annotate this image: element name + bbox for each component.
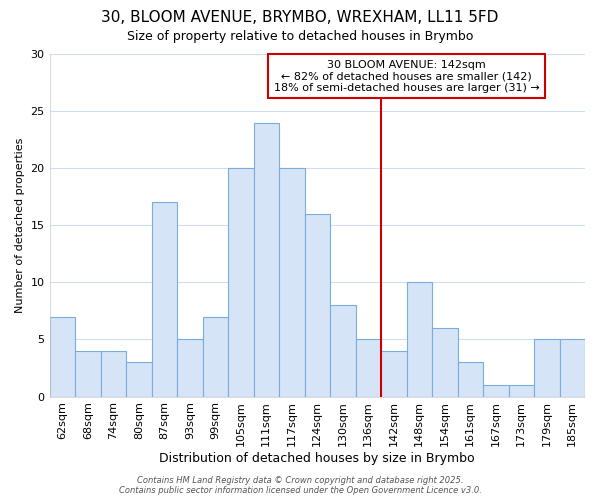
Bar — [279, 168, 305, 396]
Bar — [483, 385, 509, 396]
Bar — [203, 316, 228, 396]
Bar — [75, 351, 101, 397]
Bar — [509, 385, 534, 396]
Bar — [381, 351, 407, 397]
Bar — [534, 340, 560, 396]
Bar — [152, 202, 177, 396]
Bar — [432, 328, 458, 396]
Bar — [560, 340, 585, 396]
Bar — [126, 362, 152, 396]
Text: 30, BLOOM AVENUE, BRYMBO, WREXHAM, LL11 5FD: 30, BLOOM AVENUE, BRYMBO, WREXHAM, LL11 … — [101, 10, 499, 25]
Bar — [356, 340, 381, 396]
Y-axis label: Number of detached properties: Number of detached properties — [15, 138, 25, 313]
Text: 30 BLOOM AVENUE: 142sqm
← 82% of detached houses are smaller (142)
18% of semi-d: 30 BLOOM AVENUE: 142sqm ← 82% of detache… — [274, 60, 539, 93]
Bar — [101, 351, 126, 397]
Bar — [50, 316, 75, 396]
Bar — [177, 340, 203, 396]
X-axis label: Distribution of detached houses by size in Brymbo: Distribution of detached houses by size … — [160, 452, 475, 465]
Bar — [305, 214, 330, 396]
Bar — [330, 305, 356, 396]
Bar — [228, 168, 254, 396]
Text: Contains HM Land Registry data © Crown copyright and database right 2025.
Contai: Contains HM Land Registry data © Crown c… — [119, 476, 481, 495]
Bar — [458, 362, 483, 396]
Bar — [407, 282, 432, 397]
Text: Size of property relative to detached houses in Brymbo: Size of property relative to detached ho… — [127, 30, 473, 43]
Bar — [254, 122, 279, 396]
